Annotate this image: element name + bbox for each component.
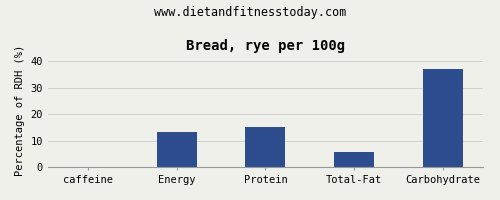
Bar [334, 152, 374, 167]
Y-axis label: Percentage of RDH (%): Percentage of RDH (%) [15, 45, 25, 176]
Bar [156, 132, 196, 167]
Text: www.dietandfitnesstoday.com: www.dietandfitnesstoday.com [154, 6, 346, 19]
Title: Bread, rye per 100g: Bread, rye per 100g [186, 39, 345, 53]
Bar [423, 69, 463, 167]
Bar [246, 127, 286, 167]
